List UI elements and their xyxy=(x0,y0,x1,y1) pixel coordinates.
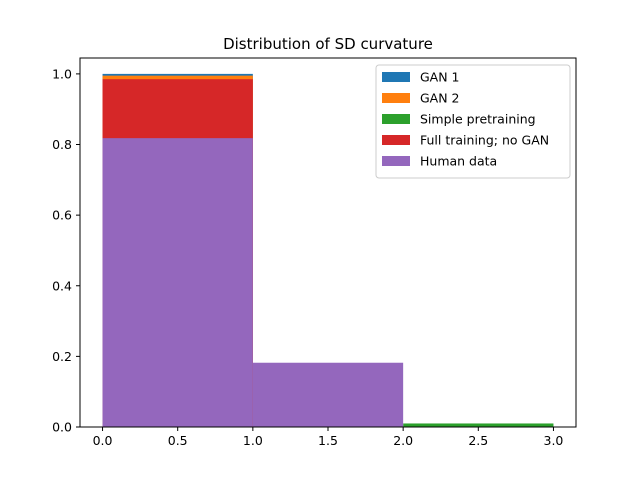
x-tick-label: 1.0 xyxy=(243,433,263,448)
x-tick-label: 2.0 xyxy=(393,433,413,448)
y-tick-label: 0.0 xyxy=(52,420,72,435)
y-tick-label: 0.2 xyxy=(52,349,72,364)
legend-swatch xyxy=(382,135,410,145)
legend-label: GAN 2 xyxy=(420,91,460,106)
x-tick-label: 2.5 xyxy=(468,433,488,448)
x-tick-label: 0.0 xyxy=(93,433,113,448)
legend-swatch xyxy=(382,72,410,82)
x-axis: 0.0 0.5 1.0 1.5 2.0 2.5 3.0 xyxy=(93,427,564,448)
bars-layer xyxy=(102,73,554,428)
legend-swatch xyxy=(382,156,410,166)
legend: GAN 1 GAN 2 Simple pretraining Full trainin… xyxy=(375,64,571,179)
y-tick-label: 0.4 xyxy=(52,278,72,293)
y-tick-label: 1.0 xyxy=(52,66,72,81)
bar-simple-pretraining-bin-2 xyxy=(403,423,554,427)
bar-human-data-bin-1 xyxy=(252,362,404,427)
legend-swatch xyxy=(382,114,410,124)
legend-label: Full training; no GAN xyxy=(420,133,549,148)
legend-label: Simple pretraining xyxy=(420,112,536,127)
y-tick-label: 0.8 xyxy=(52,137,72,152)
bar-human-data-bin-0 xyxy=(102,138,253,427)
x-tick-label: 1.5 xyxy=(318,433,338,448)
x-tick-label: 3.0 xyxy=(544,433,564,448)
legend-label: Human data xyxy=(420,154,497,169)
x-tick-label: 0.5 xyxy=(168,433,188,448)
y-tick-label: 0.6 xyxy=(52,208,72,223)
legend-label: GAN 1 xyxy=(420,70,460,85)
legend-box xyxy=(375,64,571,179)
chart-title: Distribution of SD curvature xyxy=(223,35,433,53)
legend-swatch xyxy=(382,93,410,103)
y-axis: 0.0 0.2 0.4 0.6 0.8 1.0 xyxy=(52,66,80,435)
